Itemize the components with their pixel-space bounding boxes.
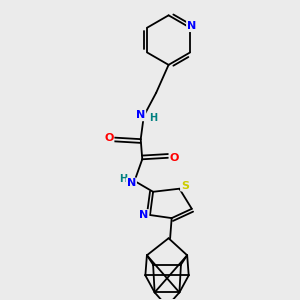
Text: N: N [127, 178, 136, 188]
Text: N: N [139, 210, 148, 220]
Text: O: O [104, 133, 113, 142]
Text: N: N [136, 110, 145, 120]
Text: S: S [181, 181, 189, 190]
Text: N: N [187, 21, 196, 31]
Text: H: H [149, 113, 157, 123]
Text: O: O [169, 153, 179, 163]
Text: H: H [119, 174, 127, 184]
